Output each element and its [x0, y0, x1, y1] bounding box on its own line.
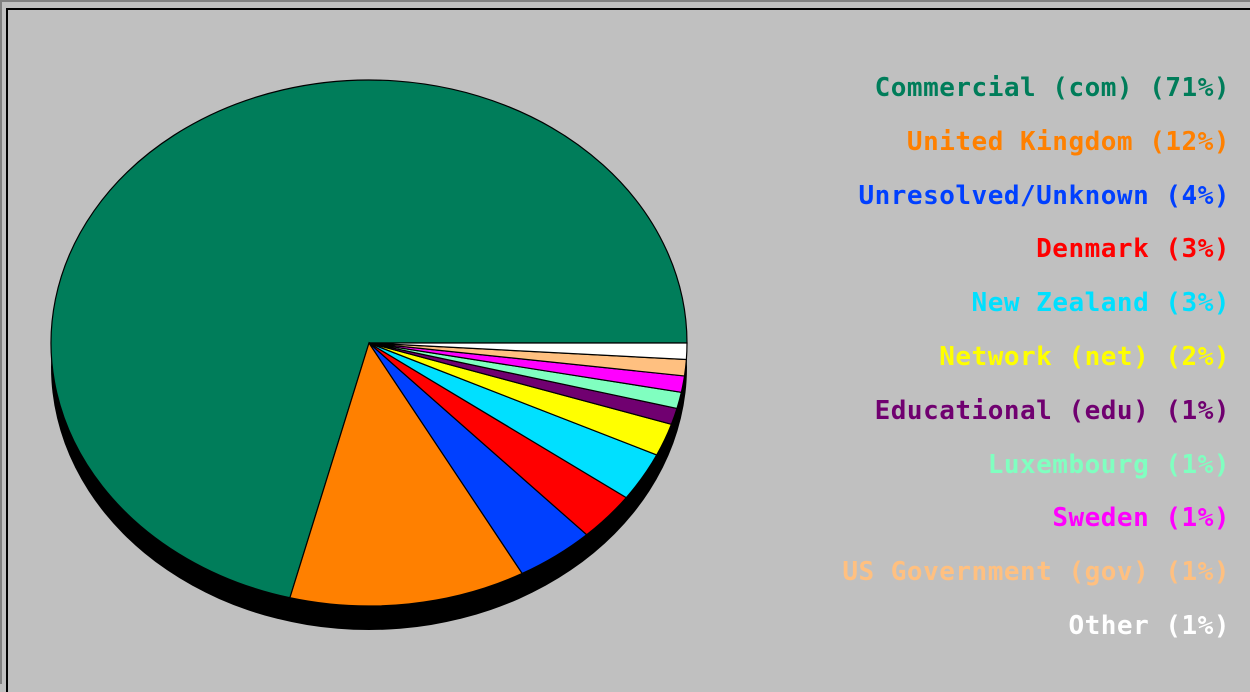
legend-item-2: Unresolved/Unknown (4%)	[842, 170, 1230, 224]
legend-item-0: Commercial (com) (71%)	[842, 62, 1230, 116]
legend-item-1: United Kingdom (12%)	[842, 116, 1230, 170]
pie-slices	[51, 80, 687, 606]
legend-item-8: Sweden (1%)	[842, 492, 1230, 546]
legend-item-7: Luxembourg (1%)	[842, 439, 1230, 493]
legend-item-4: New Zealand (3%)	[842, 277, 1230, 331]
legend-item-10: Other (1%)	[842, 600, 1230, 654]
legend-item-3: Denmark (3%)	[842, 223, 1230, 277]
legend-item-6: Educational (edu) (1%)	[842, 385, 1230, 439]
legend-item-5: Network (net) (2%)	[842, 331, 1230, 385]
legend: Commercial (com) (71%) United Kingdom (12…	[842, 62, 1230, 654]
legend-item-9: US Government (gov) (1%)	[842, 546, 1230, 600]
